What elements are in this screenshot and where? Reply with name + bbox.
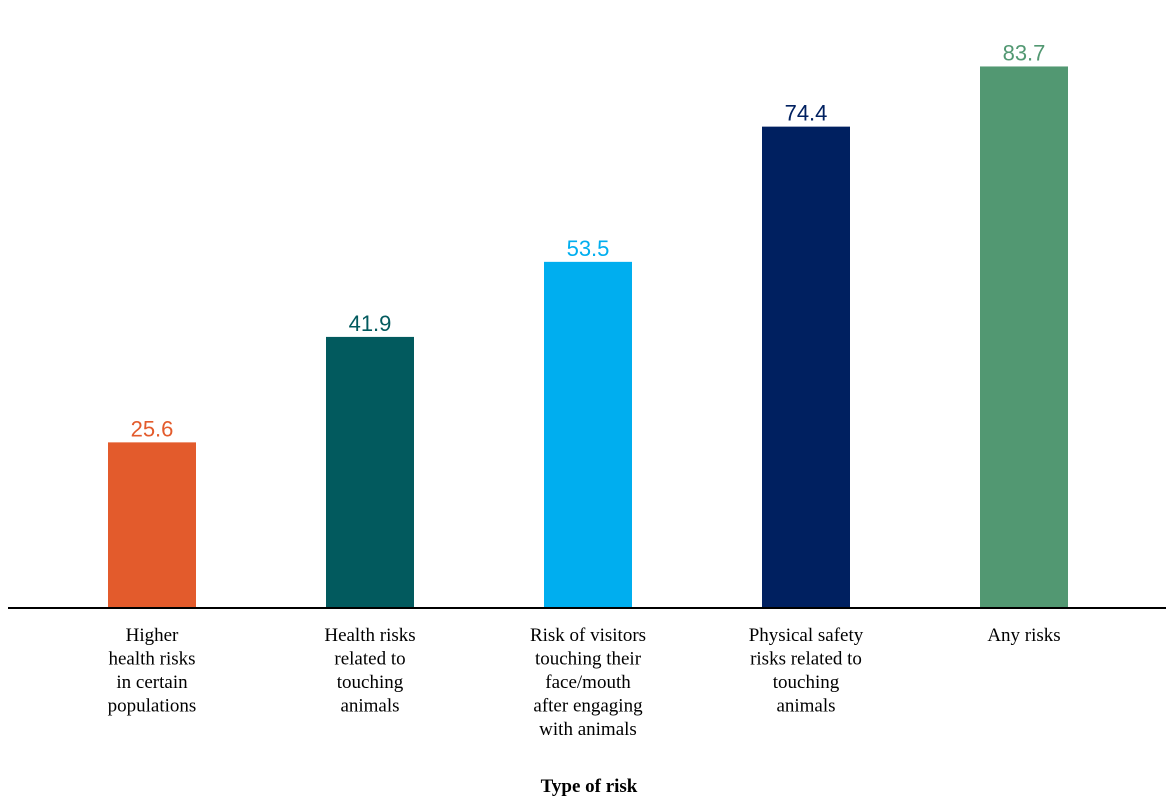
bar-1 [108,442,196,608]
bar-5 [980,66,1068,608]
value-label-5: 83.7 [1003,40,1046,65]
category-label-line: in certain [116,672,188,693]
category-label-line: animals [340,696,399,717]
bar-3 [544,261,632,608]
bars-group [108,66,1068,608]
category-label-line: with animals [539,719,637,740]
category-labels-group: Higher health risks in certain populationsH… [108,625,1061,740]
category-label-line: Risk of visitors [530,625,646,646]
bar-4 [762,126,850,608]
category-label-line: Physical safety [749,625,864,646]
category-label-line: touching [337,672,404,693]
value-label-1: 25.6 [131,416,174,441]
category-label-line: related to [334,649,405,670]
value-label-2: 41.9 [349,311,392,336]
value-label-4: 74.4 [785,101,828,126]
category-label-line: touching [773,672,840,693]
category-label-2: Health risks related to touching animals [324,625,415,717]
category-label-1: Higher health risks in certain populations [108,625,197,717]
x-axis-title: Type of risk [541,776,638,797]
category-label-line: Health risks [324,625,415,646]
category-label-line: risks related to [750,649,862,670]
category-label-line: touching their [535,649,642,670]
bar-2 [326,336,414,608]
value-label-3: 53.5 [567,236,610,261]
category-label-line: face/mouth [545,672,631,693]
category-label-line: populations [108,696,197,717]
category-label-line: after engaging [533,696,643,717]
category-label-line: animals [776,696,835,717]
category-label-line: health risks [108,649,195,670]
category-label-5: Any risks [987,625,1060,646]
category-label-4: Physical safety risks related to touching a… [749,625,864,717]
category-label-line: Any risks [987,625,1060,646]
category-label-3: Risk of visitors touching their face/mouth… [530,625,646,740]
value-labels-group: 25.6 41.9 53.5 74.4 83.7 [131,40,1046,441]
category-label-line: Higher [126,625,179,646]
